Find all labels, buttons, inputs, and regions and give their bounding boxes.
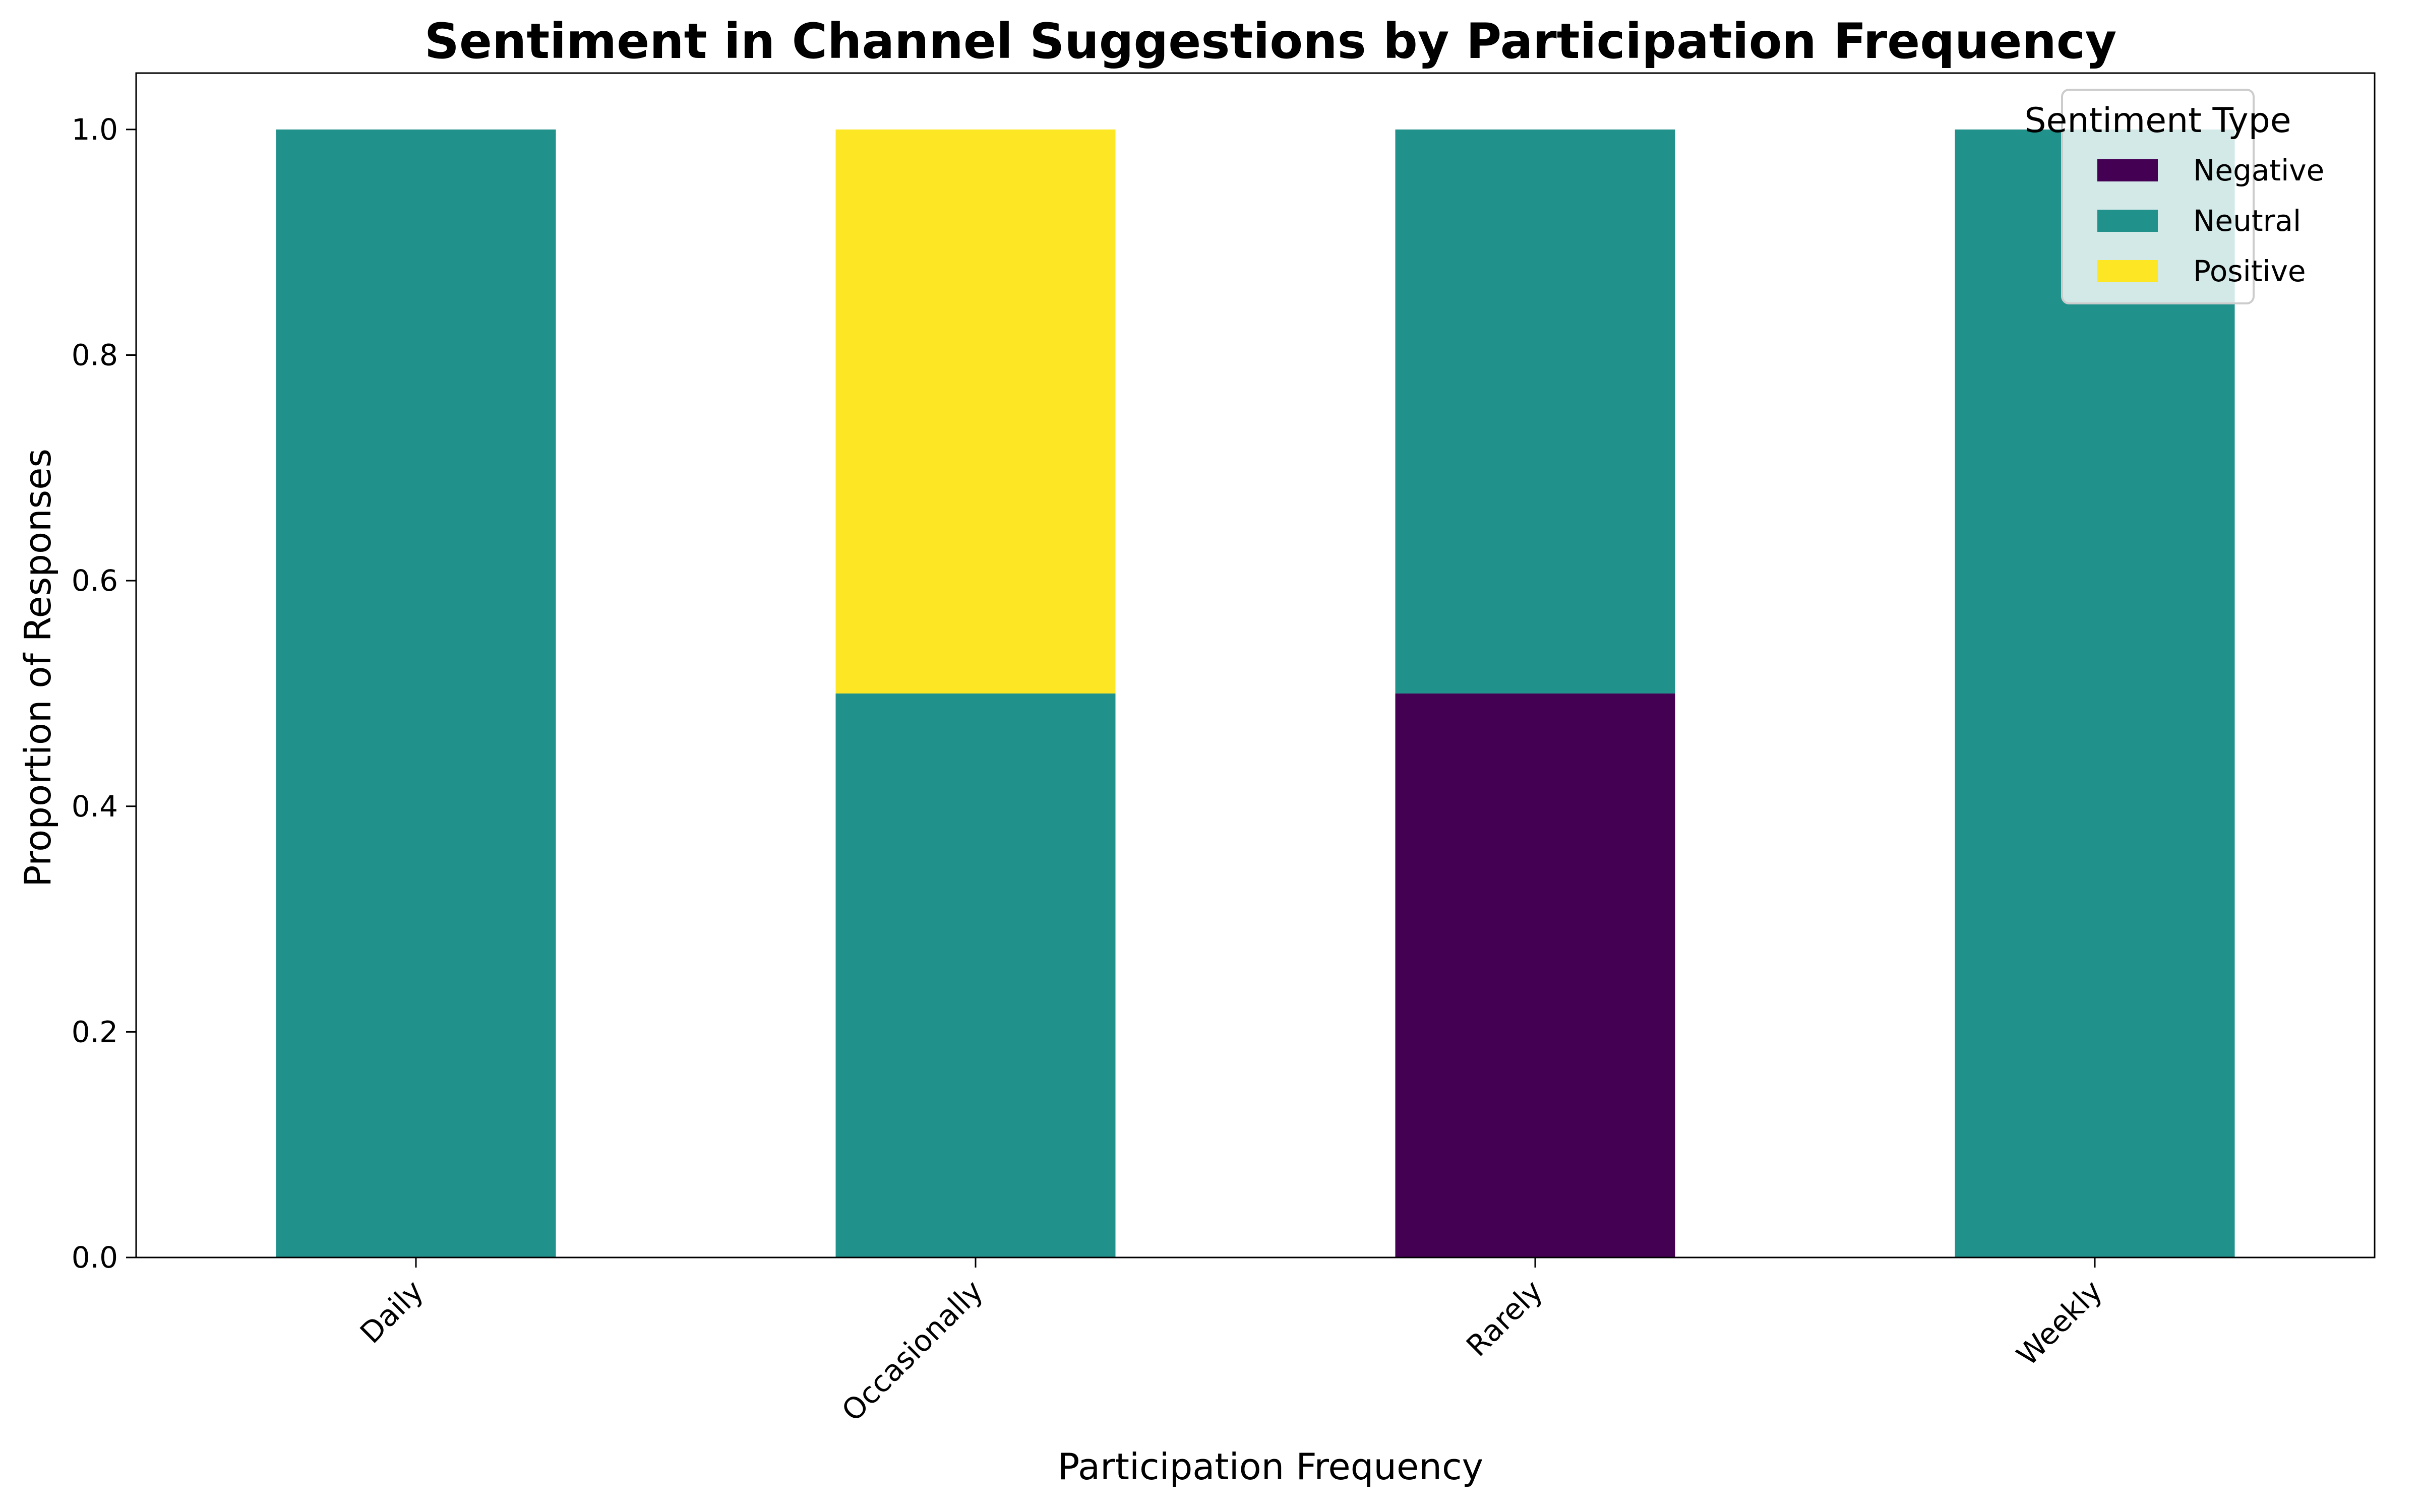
y-axis-label: Proportion of Responses: [17, 449, 59, 887]
bar-occasionally-positive: [835, 129, 1116, 694]
legend-title: Sentiment Type: [2024, 101, 2291, 141]
y-tick-label: 0.2: [72, 1015, 118, 1049]
legend-swatch-neutral: [2097, 210, 2158, 232]
y-tick-label: 1.0: [72, 112, 118, 147]
bar-weekly-neutral: [1955, 129, 2235, 1257]
y-tick-label: 0.0: [72, 1240, 118, 1275]
chart-title: Sentiment in Channel Suggestions by Part…: [425, 13, 2117, 70]
legend-box: [2061, 89, 2255, 304]
bar-occasionally-neutral: [835, 693, 1116, 1257]
legend-swatch-negative: [2097, 159, 2158, 181]
legend-label-negative: Negative: [2193, 153, 2324, 187]
legend-items: Negative Neutral Positive: [2097, 153, 2324, 288]
bar-rarely-negative: [1395, 693, 1675, 1257]
x-tick-label-occasionally: Occasionally: [835, 1274, 990, 1428]
bar-daily-neutral: [276, 129, 556, 1257]
plot-frame: [135, 72, 2376, 1258]
legend-swatch-positive: [2097, 260, 2158, 282]
bar-rarely-neutral: [1395, 129, 1675, 694]
x-tick-label-rarely: Rarely: [1460, 1274, 1549, 1363]
x-axis-label: Participation Frequency: [1058, 1445, 1483, 1488]
y-tick-label: 0.4: [72, 789, 118, 824]
x-tick-label-daily: Daily: [353, 1274, 430, 1350]
y-tick-label: 0.6: [72, 563, 118, 598]
y-tick-label: 0.8: [72, 338, 118, 372]
bars-layer: [276, 129, 2235, 1257]
legend-label-neutral: Neutral: [2193, 204, 2301, 238]
legend-label-positive: Positive: [2193, 254, 2306, 288]
x-tick-label-weekly: Weekly: [2010, 1274, 2109, 1372]
legend: Sentiment Type Negative Neutral Positive: [2024, 89, 2324, 304]
